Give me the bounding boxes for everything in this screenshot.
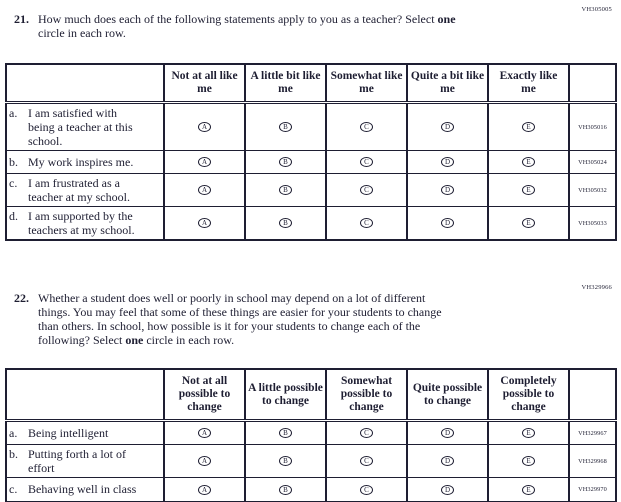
row-label: I am satisfied with being a teacher at t… (28, 106, 133, 148)
answer-circle-e[interactable]: E (522, 122, 535, 133)
answer-circle-e[interactable]: E (522, 157, 535, 168)
answer-circle-c[interactable]: C (360, 218, 373, 229)
row-letter: b. (9, 447, 18, 461)
answer-circle-d[interactable]: D (441, 122, 454, 133)
column-header-a-little-bit: A little bit like me (244, 64, 326, 104)
table-row: d. I am supported by the teachers at my s… (5, 206, 616, 241)
statement-column-header (5, 64, 164, 104)
answer-circle-a[interactable]: A (198, 456, 211, 467)
table-row: a. I am satisfied with being a teacher at… (5, 102, 616, 151)
answer-circle-e[interactable]: E (522, 218, 535, 229)
answer-circle-d[interactable]: D (441, 456, 454, 467)
item-code: VH305033 (568, 206, 616, 241)
question-22-line-4: following? Select one circle in each row… (38, 333, 235, 347)
column-header-somewhat-possible: Somewhat possible to change (325, 369, 407, 422)
column-header-quite-possible: Quite possible to change (406, 369, 488, 422)
question-22-accession-code: VH329966 (581, 284, 612, 291)
answer-circle-c[interactable]: C (360, 157, 373, 168)
question-21-line-2: circle in each row. (38, 26, 126, 40)
answer-circle-e[interactable]: E (522, 428, 535, 439)
question-21-text: How much does each of the following stat… (38, 12, 598, 40)
row-letter: a. (9, 426, 18, 440)
row-letter: b. (9, 155, 18, 169)
row-label: I am supported by the teachers at my sch… (28, 209, 135, 237)
item-code: VH305032 (568, 173, 616, 207)
row-letter: d. (9, 209, 18, 223)
question-21-number: 21. (14, 12, 29, 26)
answer-circle-c[interactable]: C (360, 428, 373, 439)
answer-circle-a[interactable]: A (198, 185, 211, 196)
statement-column-header (5, 369, 164, 422)
answer-circle-c[interactable]: C (360, 456, 373, 467)
column-header-quite-a-bit: Quite a bit like me (406, 64, 488, 104)
answer-circle-a[interactable]: A (198, 428, 211, 439)
item-code-column-header (568, 369, 616, 422)
row-letter: a. (9, 106, 18, 120)
answer-circle-b[interactable]: B (279, 484, 292, 495)
column-header-not-at-all: Not at all like me (163, 64, 245, 104)
question-21: 21. How much does each of the following … (14, 12, 598, 40)
column-header-not-at-all-possible: Not at all possible to change (163, 369, 245, 422)
table-row: b. My work inspires me. A B C D E VH30502… (5, 150, 616, 174)
answer-circle-a[interactable]: A (198, 484, 211, 495)
item-code: VH329967 (568, 420, 616, 445)
answer-circle-d[interactable]: D (441, 157, 454, 168)
answer-circle-d[interactable]: D (441, 185, 454, 196)
header-row: Not at all possible to change A little p… (5, 369, 616, 422)
table-row: a. Being intelligent A B C D E VH329967 (5, 420, 616, 445)
answer-circle-c[interactable]: C (360, 185, 373, 196)
question-21-line-1: How much does each of the following stat… (38, 12, 456, 26)
header-row: Not at all like me A little bit like me … (5, 64, 616, 104)
question-22-line-1: Whether a student does well or poorly in… (38, 291, 426, 305)
answer-circle-d[interactable]: D (441, 428, 454, 439)
question-22-number: 22. (14, 291, 29, 305)
question-22-line-2: things. You may feel that some of these … (38, 305, 442, 319)
row-letter: c. (9, 482, 18, 497)
row-label: Behaving well in class (28, 482, 137, 497)
answer-circle-b[interactable]: B (279, 185, 292, 196)
question-21-accession-code: VH305005 (581, 6, 612, 13)
item-code: VH305016 (568, 102, 616, 151)
item-code: VH305024 (568, 150, 616, 174)
question-22-text: Whether a student does well or poorly in… (38, 291, 598, 347)
answer-circle-a[interactable]: A (198, 157, 211, 168)
answer-circle-d[interactable]: D (441, 484, 454, 495)
item-code: VH329968 (568, 444, 616, 478)
table-row: c. Behaving well in class A B C D E VH329… (5, 477, 616, 502)
answer-circle-b[interactable]: B (279, 218, 292, 229)
column-header-a-little-possible: A little possible to change (244, 369, 326, 422)
question-22: 22. Whether a student does well or poorl… (14, 291, 598, 347)
answer-circle-b[interactable]: B (279, 157, 292, 168)
row-label: I am frustrated as a teacher at my schoo… (28, 176, 130, 204)
question-22-response-table: Not at all possible to change A little p… (5, 368, 617, 502)
table-row: c. I am frustrated as a teacher at my sch… (5, 173, 616, 207)
answer-circle-a[interactable]: A (198, 218, 211, 229)
answer-circle-b[interactable]: B (279, 122, 292, 133)
answer-circle-e[interactable]: E (522, 185, 535, 196)
row-label: My work inspires me. (28, 155, 134, 169)
answer-circle-b[interactable]: B (279, 428, 292, 439)
answer-circle-a[interactable]: A (198, 122, 211, 133)
answer-circle-b[interactable]: B (279, 456, 292, 467)
column-header-exactly-like-me: Exactly like me (487, 64, 569, 104)
answer-circle-c[interactable]: C (360, 122, 373, 133)
column-header-completely-possible: Completely possible to change (487, 369, 569, 422)
column-header-somewhat: Somewhat like me (325, 64, 407, 104)
question-22-line-3: than others. In school, how possible is … (38, 319, 421, 333)
answer-circle-e[interactable]: E (522, 484, 535, 495)
table-row: b. Putting forth a lot of effort A B C D … (5, 444, 616, 478)
item-code-column-header (568, 64, 616, 104)
answer-circle-c[interactable]: C (360, 484, 373, 495)
answer-circle-d[interactable]: D (441, 218, 454, 229)
row-label: Being intelligent (28, 426, 109, 440)
question-21-response-table: Not at all like me A little bit like me … (5, 63, 617, 241)
row-label: Putting forth a lot of effort (28, 447, 126, 475)
answer-circle-e[interactable]: E (522, 456, 535, 467)
item-code: VH329970 (568, 477, 616, 502)
row-letter: c. (9, 176, 18, 190)
